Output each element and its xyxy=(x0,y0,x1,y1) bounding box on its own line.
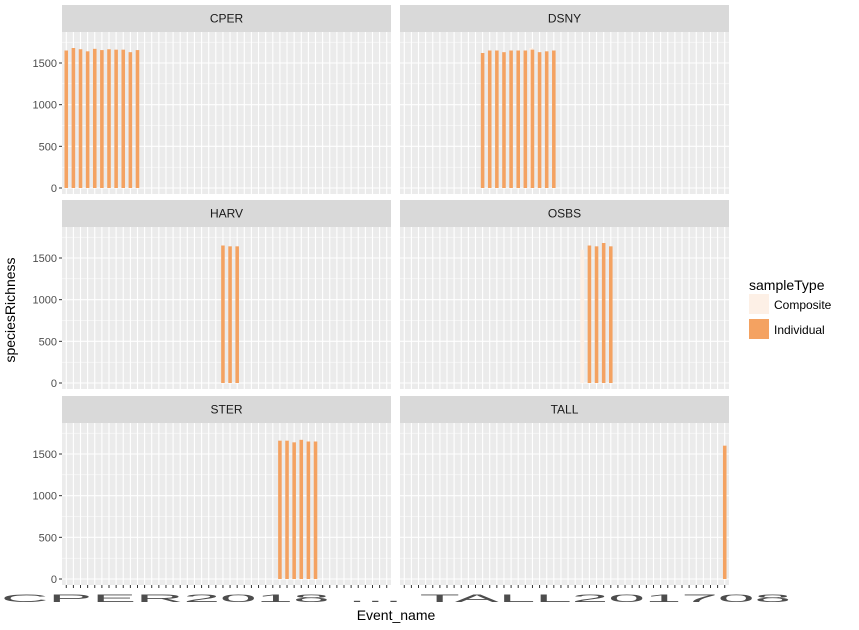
bar-individual xyxy=(544,51,549,189)
y-tick-label: 1000 xyxy=(33,295,57,307)
facet-panel-tall: TALL xyxy=(400,396,729,585)
panels-layer: CPER 0 500 1000 1500 DSNY HARV 0 500 1000 1500 OSBS… xyxy=(33,5,729,586)
bar-individual xyxy=(609,246,613,383)
x-tick-labels-overlapping: CPER2018 ... TALL201708 xyxy=(1,593,791,605)
bar-individual xyxy=(594,246,599,383)
y-tick-label: 500 xyxy=(39,141,57,153)
bar-individual xyxy=(285,440,289,579)
facet-strip-label: HARV xyxy=(210,207,243,221)
y-tick-label: 1000 xyxy=(33,491,57,503)
y-axis-title: speciesRichness xyxy=(2,257,18,362)
bar-individual xyxy=(722,445,727,579)
bar-individual xyxy=(292,442,296,579)
bar-individual xyxy=(128,52,133,188)
bar-composite xyxy=(580,249,585,383)
facet-panel-cper: CPER 0 500 1000 1500 xyxy=(33,5,391,195)
facet-strip xyxy=(400,396,729,423)
bar-individual xyxy=(278,440,282,579)
bar-individual xyxy=(235,246,239,383)
bar-individual xyxy=(487,50,492,188)
panel-background xyxy=(62,423,391,585)
bar-individual xyxy=(64,50,69,188)
facet-strip-label: DSNY xyxy=(548,12,581,26)
facet-panel-dsny: DSNY xyxy=(400,5,729,194)
bar-individual xyxy=(221,245,225,383)
bar-individual xyxy=(114,49,118,188)
bar-individual xyxy=(92,48,97,189)
panel-background xyxy=(62,32,391,194)
facet-strip xyxy=(400,200,729,227)
bar-individual xyxy=(523,50,528,188)
legend-key-individual xyxy=(749,319,769,339)
y-tick-label: 1500 xyxy=(33,253,57,265)
facet-strip xyxy=(62,5,391,32)
bar-individual xyxy=(480,53,485,188)
legend-key-composite xyxy=(749,294,769,314)
y-tick-label: 500 xyxy=(39,532,57,544)
bar-individual xyxy=(313,441,318,579)
bar-individual xyxy=(228,246,232,383)
bar-individual xyxy=(306,441,311,579)
bar-individual xyxy=(502,52,506,188)
panel-background xyxy=(400,227,729,389)
facet-strip-label: STER xyxy=(210,403,242,417)
facet-strip-label: OSBS xyxy=(548,207,581,221)
bar-individual xyxy=(100,50,104,189)
y-tick-label: 0 xyxy=(51,183,57,195)
bar-individual xyxy=(552,50,556,188)
panel-background xyxy=(400,32,729,194)
y-tick-label: 1500 xyxy=(33,449,57,461)
legend-label-individual: Individual xyxy=(774,323,825,337)
panel-background xyxy=(400,423,729,585)
facet-strip-label: CPER xyxy=(210,12,244,26)
bar-individual xyxy=(107,49,111,188)
bar-individual xyxy=(71,48,76,188)
y-tick-label: 500 xyxy=(39,336,57,348)
y-tick-label: 1000 xyxy=(33,100,57,112)
legend: sampleType Composite Individual xyxy=(749,277,832,339)
bar-individual xyxy=(587,245,592,383)
bar-individual xyxy=(530,49,535,188)
x-axis: CPER2018 ... TALL201708 xyxy=(1,585,791,605)
facet-strip-label: TALL xyxy=(551,403,579,417)
facet-strip xyxy=(62,200,391,227)
bar-individual xyxy=(537,52,542,188)
facet-panel-ster: STER 0 500 1000 1500 xyxy=(33,396,391,586)
bar-individual xyxy=(121,49,126,188)
facet-panel-osbs: OSBS xyxy=(400,200,729,389)
legend-label-composite: Composite xyxy=(774,298,832,312)
panel-background xyxy=(62,227,391,389)
legend-title: sampleType xyxy=(749,277,825,293)
bar-individual xyxy=(85,51,90,189)
x-axis-title: Event_name xyxy=(357,607,436,623)
bar-individual xyxy=(78,49,83,188)
facet-strip xyxy=(400,5,729,32)
bar-individual xyxy=(495,50,499,188)
facet-panel-harv: HARV 0 500 1000 1500 xyxy=(33,200,391,390)
bar-individual xyxy=(509,50,513,188)
y-tick-label: 0 xyxy=(51,378,57,390)
bar-individual xyxy=(601,243,606,383)
bar-individual xyxy=(299,439,304,579)
bar-individual xyxy=(135,50,140,189)
facet-strip xyxy=(62,396,391,423)
y-tick-label: 0 xyxy=(51,574,57,586)
y-tick-label: 1500 xyxy=(33,58,57,70)
bar-individual xyxy=(516,50,520,188)
